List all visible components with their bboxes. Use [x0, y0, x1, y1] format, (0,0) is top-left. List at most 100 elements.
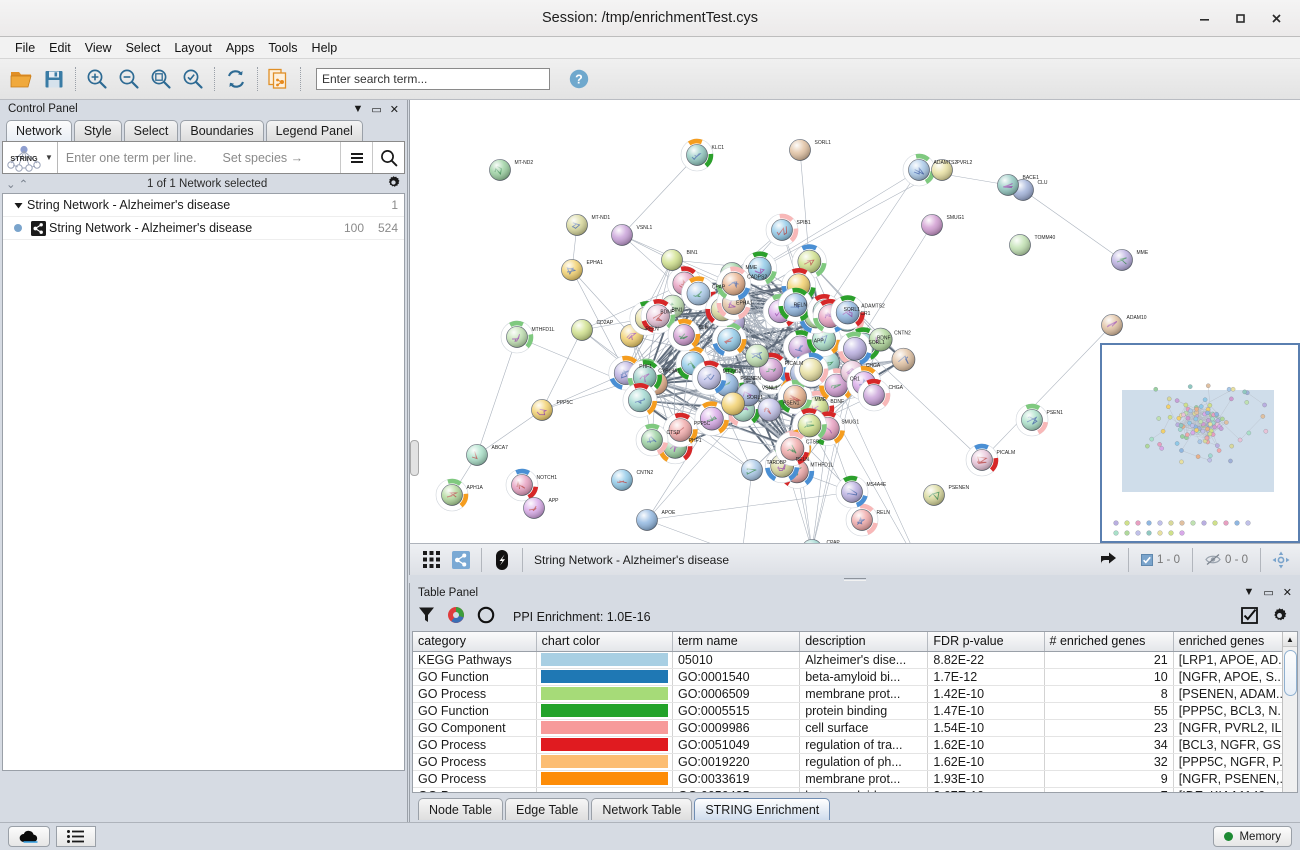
zoom-selected-icon[interactable]	[177, 63, 209, 95]
col-num-enriched-genes[interactable]: # enriched genes	[1044, 632, 1174, 652]
network-node[interactable]	[830, 295, 866, 330]
table-panel-collapse-icon[interactable]: ▼	[1243, 586, 1255, 598]
network-node[interactable]	[789, 139, 811, 161]
network-graph[interactable]: PHF1 RELN RELN PSENEN MME MTHFD1L PHF1 RELN APP C…	[410, 100, 1300, 575]
network-node[interactable]	[835, 475, 869, 509]
network-node[interactable]	[636, 509, 658, 531]
network-node[interactable]	[931, 159, 953, 181]
network-node[interactable]	[466, 444, 488, 466]
donut-icon[interactable]	[477, 606, 495, 627]
network-node[interactable]	[997, 174, 1019, 196]
annotation-icon[interactable]	[487, 547, 517, 573]
zoom-in-icon[interactable]	[81, 63, 113, 95]
network-node[interactable]	[711, 322, 747, 357]
network-node[interactable]	[1015, 403, 1049, 437]
expand-all-icon[interactable]: ⌄	[6, 178, 16, 191]
network-node[interactable]	[778, 287, 813, 323]
birds-eye-overview[interactable]	[1100, 343, 1300, 543]
tab-legend-panel[interactable]: Legend Panel	[265, 120, 363, 141]
network-node[interactable]	[627, 359, 663, 395]
network-node[interactable]	[571, 319, 593, 341]
zoom-fit-icon[interactable]	[145, 63, 177, 95]
network-node[interactable]	[694, 401, 730, 436]
table-row[interactable]: GO Process GO:0051049 regulation of tra...…	[413, 736, 1297, 754]
network-node[interactable]	[561, 259, 583, 281]
table-panel-close-icon[interactable]: ✕	[1282, 587, 1292, 599]
string-logo-icon[interactable]: STRING	[3, 142, 45, 173]
scroll-up-icon[interactable]: ▲	[1283, 632, 1297, 647]
network-node[interactable]	[845, 503, 879, 537]
tab-style[interactable]: Style	[73, 120, 122, 141]
panel-splitter[interactable]	[409, 575, 1300, 583]
network-node[interactable]	[891, 347, 916, 372]
control-panel-float-icon[interactable]: ▭	[371, 103, 382, 116]
network-node[interactable]	[902, 153, 936, 187]
network-node[interactable]	[757, 397, 782, 422]
menu-layout[interactable]: Layout	[174, 40, 212, 55]
table-panel-float-icon[interactable]: ▭	[1263, 587, 1274, 599]
search-input[interactable]: Enter search term...	[316, 68, 550, 90]
menu-file[interactable]: File	[15, 40, 36, 55]
network-vertical-scrollbar[interactable]	[410, 440, 419, 476]
network-node[interactable]	[500, 320, 534, 354]
network-node[interactable]	[868, 327, 893, 352]
network-node[interactable]	[741, 459, 763, 481]
table-vertical-scrollbar[interactable]: ▲	[1282, 632, 1297, 792]
network-node[interactable]	[680, 138, 714, 172]
menu-select[interactable]: Select	[125, 40, 161, 55]
checkbox-icon[interactable]	[1241, 606, 1258, 627]
gear-icon[interactable]	[1271, 607, 1288, 627]
network-canvas[interactable]: PHF1 RELN RELN PSENEN MME MTHFD1L PHF1 RELN APP C…	[409, 100, 1300, 575]
hidden-nodes-status[interactable]: 0 - 0	[1198, 553, 1255, 566]
network-node[interactable]	[837, 331, 873, 367]
network-node[interactable]	[777, 379, 813, 415]
network-node[interactable]	[435, 478, 469, 512]
network-node[interactable]	[635, 423, 669, 457]
network-node[interactable]	[1101, 314, 1123, 336]
collapse-all-icon[interactable]: ⌃	[18, 178, 29, 191]
network-node[interactable]	[489, 159, 511, 181]
selected-nodes-status[interactable]: 1 - 0	[1134, 553, 1187, 566]
maximize-button[interactable]	[1222, 4, 1258, 34]
table-row[interactable]: GO Function GO:0005515 protein binding 1.47…	[413, 702, 1297, 720]
string-query-input[interactable]: Enter one term per line. Set species →	[58, 151, 340, 165]
tree-row[interactable]: String Network - Alzheimer's disease 100…	[3, 217, 404, 240]
memory-status-button[interactable]: Memory	[1213, 826, 1292, 847]
network-node[interactable]	[765, 213, 799, 247]
grid-layout-icon[interactable]	[416, 547, 446, 573]
col-chart-color[interactable]: chart color	[536, 632, 673, 652]
menu-view[interactable]: View	[84, 40, 112, 55]
network-node[interactable]	[691, 360, 727, 396]
network-node[interactable]	[531, 399, 553, 421]
col-description[interactable]: description	[799, 632, 929, 652]
menu-edit[interactable]: Edit	[49, 40, 71, 55]
close-button[interactable]	[1258, 4, 1294, 34]
network-node[interactable]	[681, 276, 716, 311]
table-row[interactable]: GO Process GO:0033619 membrane prot... 1.93…	[413, 770, 1297, 788]
network-node[interactable]	[965, 443, 999, 477]
network-node[interactable]	[611, 469, 633, 491]
tab-boundaries[interactable]: Boundaries	[180, 120, 264, 141]
network-node[interactable]	[721, 391, 745, 416]
scrollbar-thumb[interactable]	[1284, 650, 1297, 696]
pie-chart-icon[interactable]	[447, 606, 465, 627]
table-row[interactable]: GO Process GO:0019220 regulation of ph... 1…	[413, 753, 1297, 771]
minimize-button[interactable]	[1186, 4, 1222, 34]
network-share-icon[interactable]	[446, 547, 476, 573]
control-panel-collapse-icon[interactable]: ▼	[352, 103, 364, 115]
open-session-icon[interactable]	[6, 63, 38, 95]
network-node[interactable]	[1111, 249, 1133, 271]
string-species-dropdown-icon[interactable]: ▼	[45, 153, 53, 162]
control-panel-close-icon[interactable]: ✕	[389, 103, 399, 116]
menu-tools[interactable]: Tools	[268, 40, 298, 55]
tab-node-table[interactable]: Node Table	[418, 798, 504, 820]
network-node[interactable]	[622, 383, 658, 418]
tree-expand-icon[interactable]	[9, 201, 27, 210]
new-network-icon[interactable]	[263, 63, 295, 95]
menu-help[interactable]: Help	[311, 40, 338, 55]
export-icon[interactable]	[1093, 547, 1123, 573]
funnel-icon[interactable]	[418, 606, 435, 627]
network-node[interactable]	[663, 412, 698, 448]
network-node[interactable]	[523, 497, 545, 519]
network-node[interactable]	[566, 214, 588, 236]
